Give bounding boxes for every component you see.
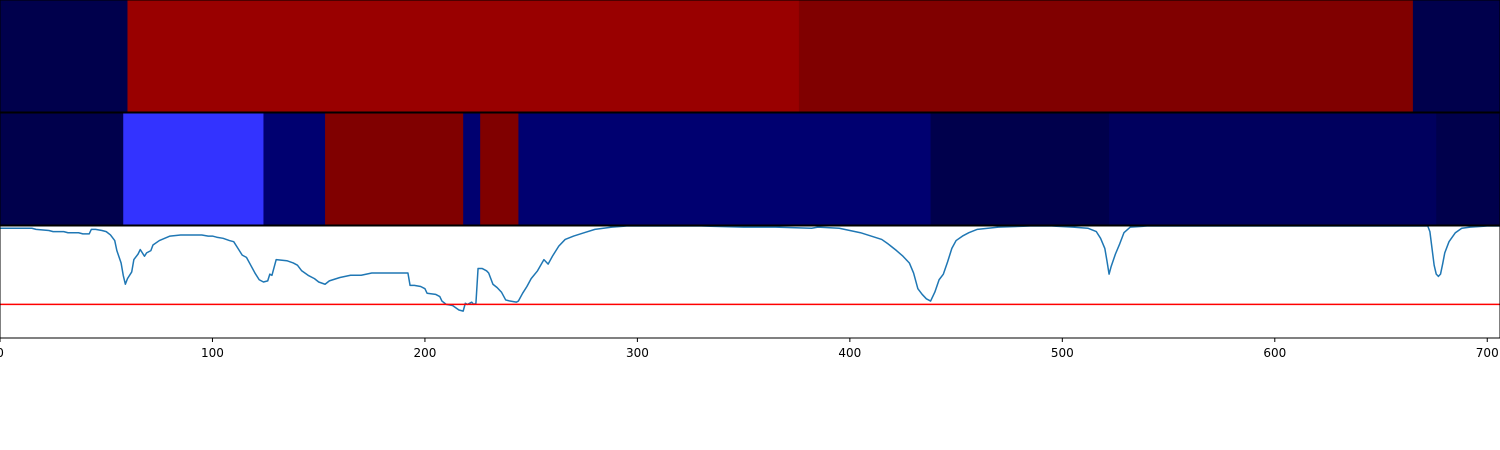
middle-strip-segment-7 [930, 113, 1110, 225]
middle-strip-segment-5 [480, 113, 519, 225]
top-strip-segment-1 [127, 0, 800, 112]
top-strip-segment-0 [0, 0, 128, 112]
x-tick-label: 300 [626, 346, 649, 360]
x-tick-label: 200 [413, 346, 436, 360]
x-tick-label: 700 [1476, 346, 1499, 360]
top-strip-segment-2 [798, 0, 1414, 112]
middle-strip-segment-6 [518, 113, 932, 225]
x-tick-label: 500 [1051, 346, 1074, 360]
x-axis: 0 100 200 300 400 500 600 700 [0, 338, 1499, 360]
middle-strip-frame [0, 112, 1500, 226]
line-panel-frame [0, 225, 1500, 339]
series-line-0 [0, 226, 1500, 312]
line-plot-panel: 0 100 200 300 400 500 600 700 [0, 225, 1500, 360]
middle-strip-segment-4 [463, 113, 481, 225]
top-strip-frame [0, 0, 1500, 113]
middle-strip-segment-0 [0, 113, 124, 225]
top-heatmap-strip [0, 0, 1500, 112]
x-tick-label: 400 [838, 346, 861, 360]
middle-heatmap-strip [0, 113, 1500, 225]
x-tick-label: 0 [0, 346, 4, 360]
x-tick-label: 100 [201, 346, 224, 360]
top-strip-segment-3 [1412, 0, 1500, 112]
middle-strip-segment-9 [1436, 113, 1500, 225]
middle-strip-segment-3 [325, 113, 464, 225]
middle-strip-segment-2 [263, 113, 326, 225]
x-tick-label: 600 [1263, 346, 1286, 360]
middle-strip-segment-1 [123, 113, 264, 225]
middle-strip-segment-8 [1109, 113, 1437, 225]
